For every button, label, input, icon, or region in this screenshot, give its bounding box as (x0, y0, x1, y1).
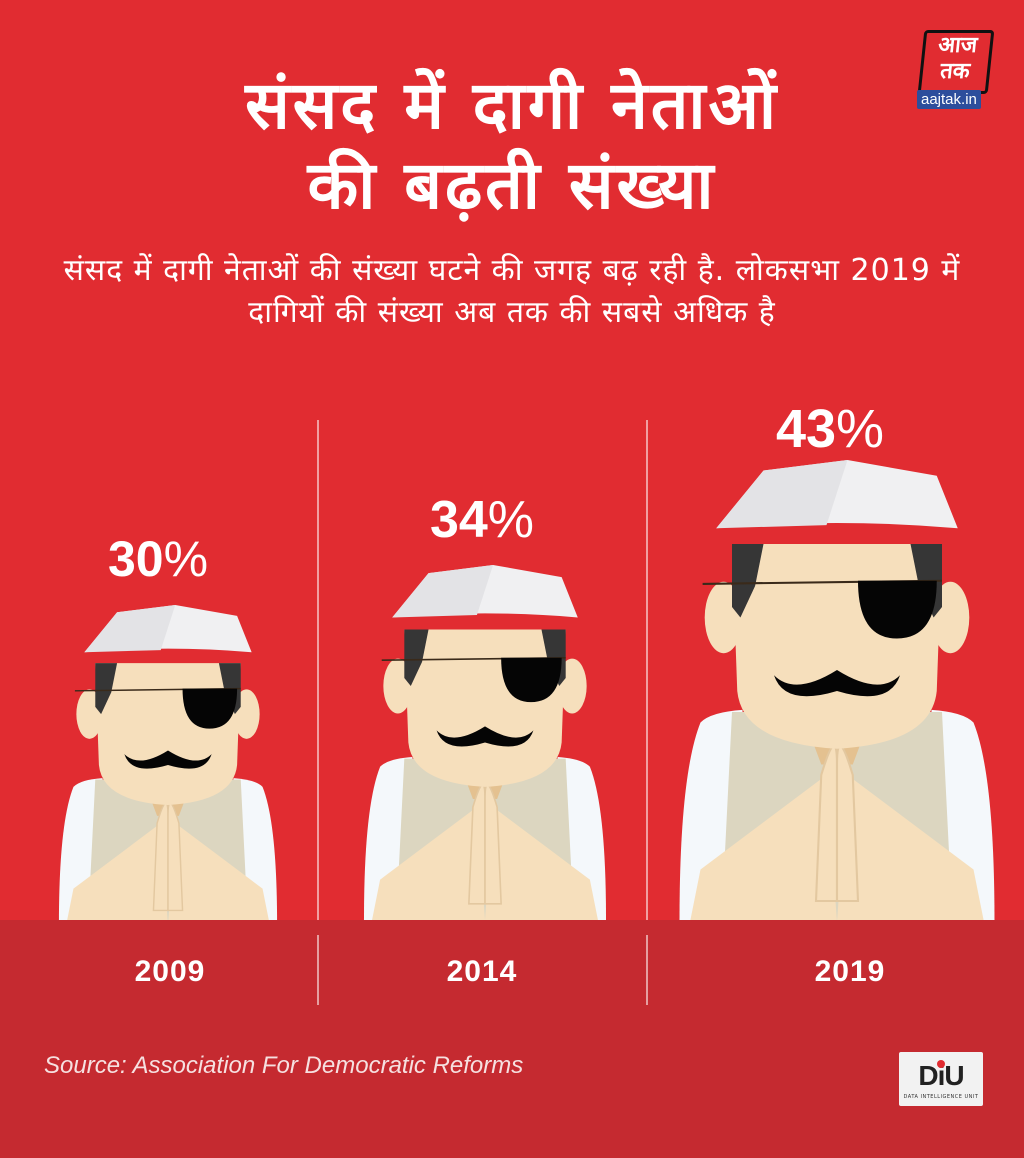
politician-figure-2009 (58, 605, 278, 925)
subtitle: संसद में दागी नेताओं की संख्या घटने की ज… (63, 253, 961, 330)
politician-illustration (679, 460, 995, 922)
politician-illustration (363, 565, 607, 920)
column-divider (646, 935, 648, 1005)
percent-sign: % (836, 399, 885, 459)
percent-2014: 34% (332, 490, 632, 550)
title-line-2: की बढ़ती संख्या (307, 147, 717, 224)
percent-sign: % (163, 531, 209, 587)
politician-illustration (58, 605, 278, 925)
year-label-2014: 2014 (446, 955, 518, 988)
year-label-2009: 2009 (134, 955, 206, 988)
column-divider (317, 935, 319, 1005)
percent-value: 34 (429, 491, 488, 549)
percent-2009: 30% (8, 530, 308, 588)
percent-value: 43 (775, 399, 837, 459)
ground-band (0, 920, 1024, 1158)
aajtak-tag: aajtak.in (917, 90, 981, 109)
politician-figure-2019 (679, 460, 995, 922)
source-note: Source: Association For Democratic Refor… (44, 1052, 524, 1079)
column-divider (646, 420, 648, 1010)
percent-2019: 43% (680, 398, 980, 460)
percent-value: 30 (107, 531, 164, 587)
diu-badge-subtext: DATA INTELLIGENCE UNIT (903, 1094, 979, 1100)
politician-figure-2014 (363, 565, 607, 920)
percent-sign: % (487, 491, 535, 549)
year-label-2019: 2019 (814, 955, 886, 988)
title-line-1: संसद में दागी नेताओं (245, 67, 779, 144)
diu-dot-icon (937, 1060, 945, 1068)
diu-badge: DiU DATA INTELLIGENCE UNIT (899, 1052, 983, 1106)
logo-aajtak: आज तक aajtak.in (915, 30, 995, 114)
column-divider (317, 420, 319, 1010)
